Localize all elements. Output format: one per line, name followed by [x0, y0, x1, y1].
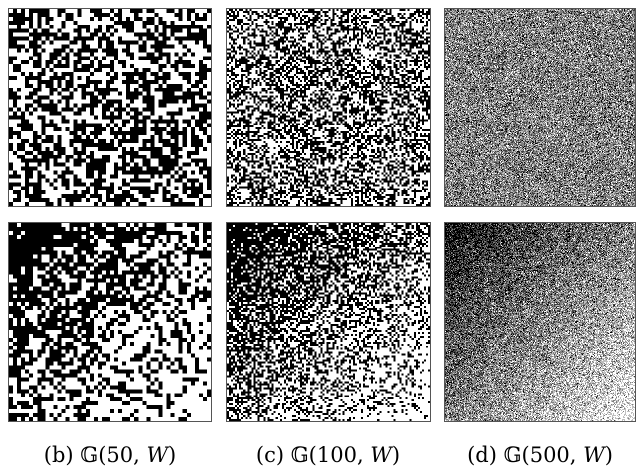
matrix-b-top — [8, 8, 212, 207]
caption-c: (c) 𝔾(100, 𝑊) — [255, 443, 401, 467]
matrix-d-top-canvas — [445, 9, 635, 206]
caption-d: (d) 𝔾(500, 𝑊) — [467, 443, 613, 467]
matrix-c-top — [226, 8, 431, 207]
matrix-c-bottom — [226, 222, 431, 422]
caption-b: (b) 𝔾(50, 𝑊) — [43, 443, 177, 467]
matrix-d-bottom-canvas — [445, 223, 635, 421]
matrix-d-top — [444, 8, 636, 207]
matrix-b-bottom-canvas — [9, 223, 211, 421]
matrix-b-top-canvas — [9, 9, 211, 206]
matrix-c-top-canvas — [227, 9, 430, 206]
matrix-c-bottom-canvas — [227, 223, 430, 421]
matrix-b-bottom — [8, 222, 212, 422]
matrix-d-bottom — [444, 222, 636, 422]
